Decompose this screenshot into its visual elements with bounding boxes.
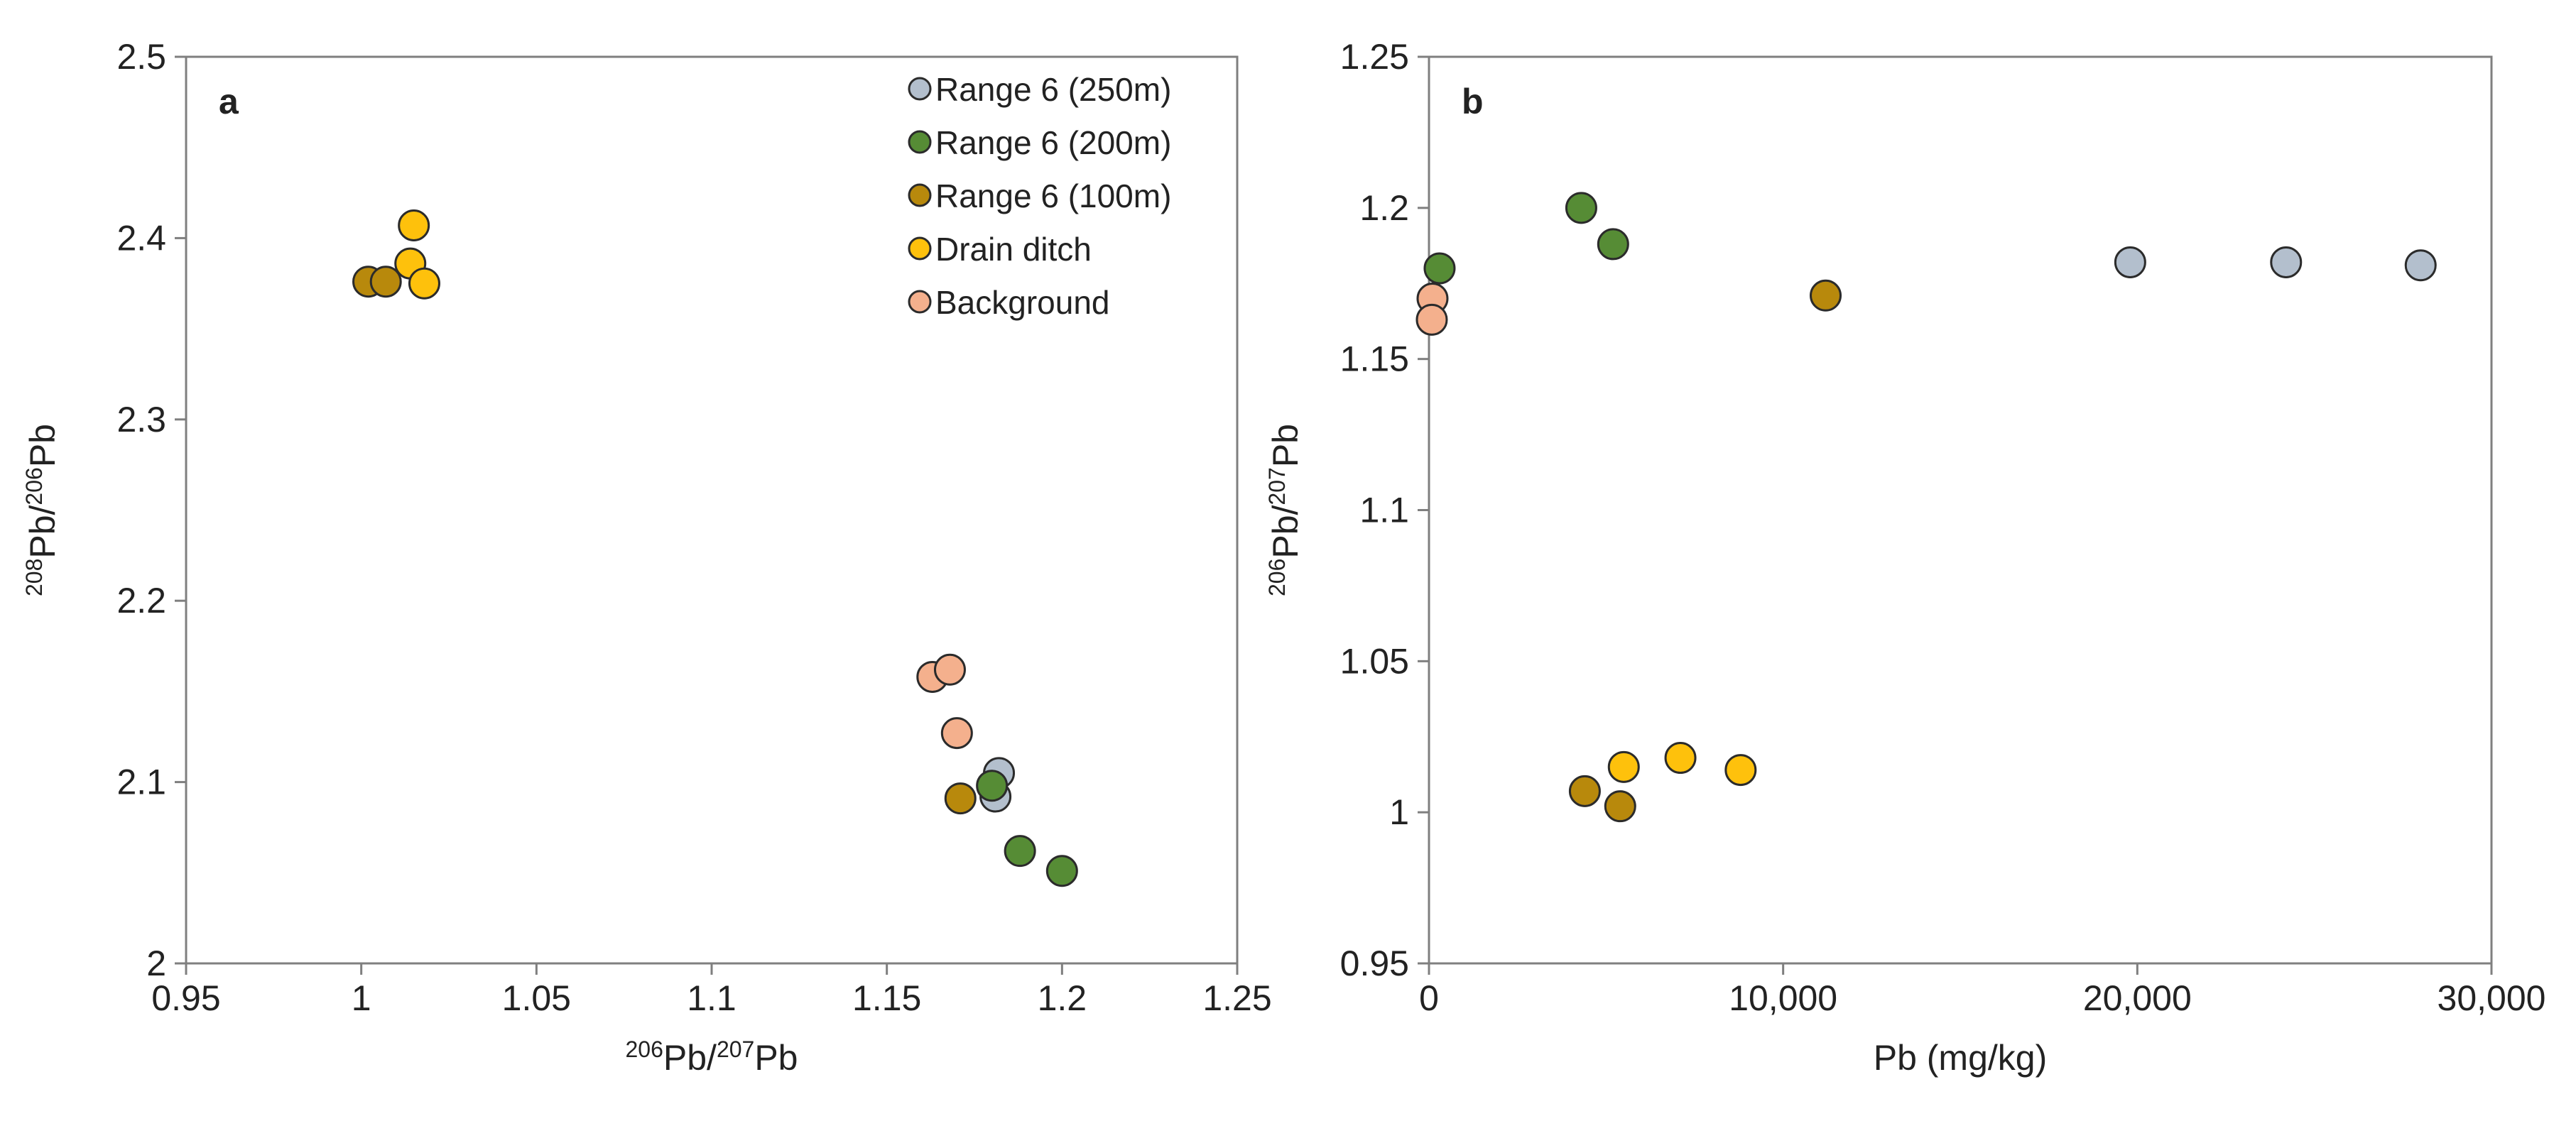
data-point-background xyxy=(940,717,973,750)
axis-label-part-sup2: 207 xyxy=(1264,467,1290,505)
axis-label-part-post: Pb xyxy=(754,1038,798,1078)
x-tick-label: 1.05 xyxy=(502,978,571,1018)
x-tick-label: 20,000 xyxy=(2083,978,2192,1018)
data-point-range250 xyxy=(2114,246,2146,278)
legend-marker-background xyxy=(908,290,932,314)
x-tick-label: 1.15 xyxy=(852,978,921,1018)
legend-marker-range100 xyxy=(908,183,932,207)
panel-a: 0.95 1 1.05 1.1 1.15 1.2 1.25 2 2.1 2.2 2.3 2.4 2.5 2… xyxy=(21,37,1272,1078)
axis-label-part-sup2: 207 xyxy=(717,1037,754,1062)
legend-label: Range 6 (250m) xyxy=(935,71,1171,108)
data-point-background xyxy=(933,653,966,686)
data-point-drain xyxy=(1607,750,1640,783)
x-axis-label: 206Pb/207Pb xyxy=(625,1037,798,1078)
axis-label-part-sup1: 206 xyxy=(1264,559,1290,596)
data-point-range100 xyxy=(1810,279,1842,312)
x-tick-label: 1.1 xyxy=(687,978,737,1018)
legend-label: Range 6 (200m) xyxy=(935,124,1171,161)
data-point-range200 xyxy=(1423,252,1456,285)
panel-label: a xyxy=(219,82,239,121)
y-tick-label: 2.4 xyxy=(116,218,166,258)
data-point-drain xyxy=(1664,742,1697,775)
x-tick-label: 1.2 xyxy=(1038,978,1087,1018)
x-axis-label: Pb (mg/kg) xyxy=(1874,1038,2048,1078)
y-tick-label: 2.3 xyxy=(116,400,166,439)
x-tick-label: 30,000 xyxy=(2438,978,2546,1018)
legend: Range 6 (250m) Range 6 (200m) Range 6 (100… xyxy=(908,71,1171,321)
y-tick-label: 0.95 xyxy=(1340,944,1409,983)
axis-label-part-mid: Pb/ xyxy=(663,1038,717,1078)
axis-label-part-post: Pb xyxy=(1266,424,1305,467)
data-point-range200 xyxy=(1004,835,1036,868)
data-point-range200 xyxy=(1565,192,1597,224)
data-point-range100 xyxy=(944,782,977,815)
data-point-range250 xyxy=(2404,249,2437,282)
data-point-drain xyxy=(1724,754,1757,787)
y-tick-label: 1.15 xyxy=(1340,339,1409,379)
y-tick-label: 2.2 xyxy=(116,581,166,620)
axis-label-part-sup2: 206 xyxy=(21,467,47,505)
y-tick-label: 2 xyxy=(146,944,166,983)
panel-b: 0 10,000 20,000 30,000 0.95 1 1.05 1.1 1.15 1.2 1.… xyxy=(1264,37,2545,1078)
x-tick-label: 0.95 xyxy=(151,978,220,1018)
plot-area-frame xyxy=(1428,55,2493,965)
y-tick-label: 1 xyxy=(1389,792,1409,832)
legend-label: Drain ditch xyxy=(935,231,1092,268)
data-point-range100 xyxy=(1568,775,1601,807)
legend-marker-range200 xyxy=(908,130,932,154)
y-tick-label: 1.25 xyxy=(1340,37,1409,77)
axis-label-part-sup1: 206 xyxy=(625,1037,663,1062)
data-point-range100 xyxy=(1604,790,1636,823)
legend-label: Background xyxy=(935,284,1110,321)
x-tick-label: 1 xyxy=(352,978,371,1018)
data-point-background xyxy=(1415,303,1448,336)
legend-marker-drain xyxy=(908,236,932,261)
data-point-range100 xyxy=(369,266,402,298)
legend-marker-range250 xyxy=(908,77,932,101)
x-tick-label: 1.25 xyxy=(1202,978,1271,1018)
data-point-drain xyxy=(398,209,430,242)
y-tick-label: 2.5 xyxy=(116,37,166,77)
legend-label: Range 6 (100m) xyxy=(935,177,1171,214)
y-tick-label: 1.2 xyxy=(1359,188,1409,228)
x-tick-label: 0 xyxy=(1419,978,1439,1018)
y-tick-label: 1.1 xyxy=(1359,491,1409,530)
data-point-range200 xyxy=(1045,855,1078,887)
y-tick-label: 1.05 xyxy=(1340,641,1409,681)
data-point-range200 xyxy=(1597,228,1629,261)
y-tick-label: 2.1 xyxy=(116,762,166,802)
axis-label-part-sup1: 208 xyxy=(21,559,47,596)
data-point-range200 xyxy=(976,770,1009,802)
panel-label: b xyxy=(1462,82,1484,121)
x-tick-label: 10,000 xyxy=(1729,978,1837,1018)
y-axis-label: 208Pb/206Pb xyxy=(21,424,63,596)
y-axis-label: 206Pb/207Pb xyxy=(1264,424,1305,596)
axis-label-part-pre: Pb (mg/kg) xyxy=(1874,1038,2048,1078)
axis-label-part-mid: Pb/ xyxy=(23,505,63,558)
data-point-range250 xyxy=(2270,246,2303,278)
axis-label-part-post: Pb xyxy=(23,424,63,467)
data-point-drain xyxy=(408,267,440,300)
axis-label-part-mid: Pb/ xyxy=(1266,505,1305,558)
